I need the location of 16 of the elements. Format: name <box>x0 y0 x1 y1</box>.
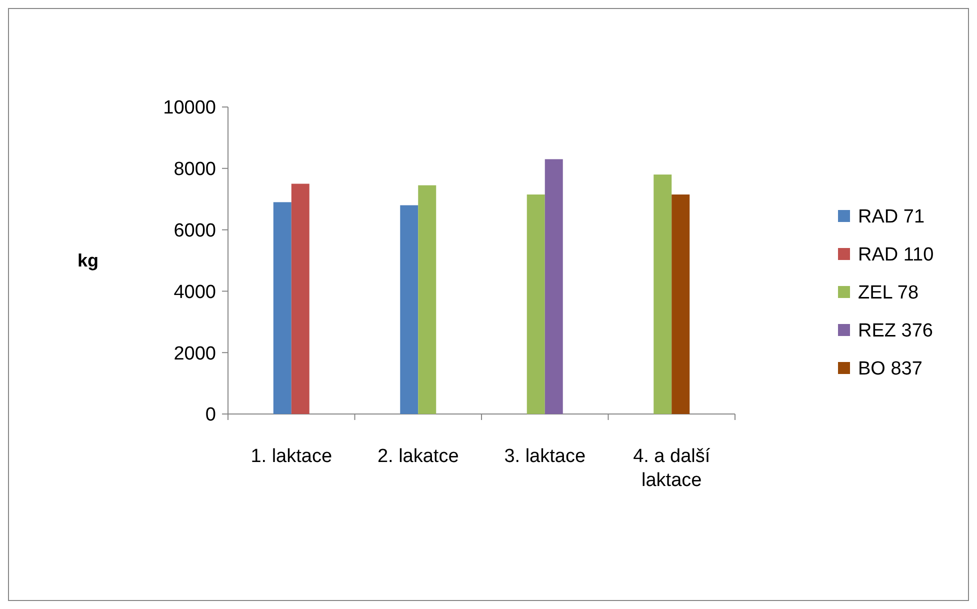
legend-label: REZ 376 <box>858 320 933 342</box>
x-tick-label: 3. laktace <box>504 446 586 467</box>
y-tick-label: 6000 <box>174 220 216 242</box>
x-tick-label: 2. lakatce <box>377 446 459 467</box>
legend-label: RAD 71 <box>858 206 925 228</box>
legend-label: BO 837 <box>858 358 922 380</box>
y-tick-label: 0 <box>205 404 216 426</box>
y-tick-label: 8000 <box>174 159 216 180</box>
y-tick-label: 4000 <box>174 282 216 303</box>
y-tick-label: 10000 <box>163 98 216 119</box>
y-axis-title: kg <box>77 250 99 270</box>
legend-label: ZEL 78 <box>858 282 919 304</box>
legend-label: RAD 110 <box>858 244 934 266</box>
y-tick-label: 2000 <box>174 343 216 364</box>
x-tick-label: 1. laktace <box>250 446 332 467</box>
x-tick-label: 4. a další laktace <box>633 446 711 491</box>
